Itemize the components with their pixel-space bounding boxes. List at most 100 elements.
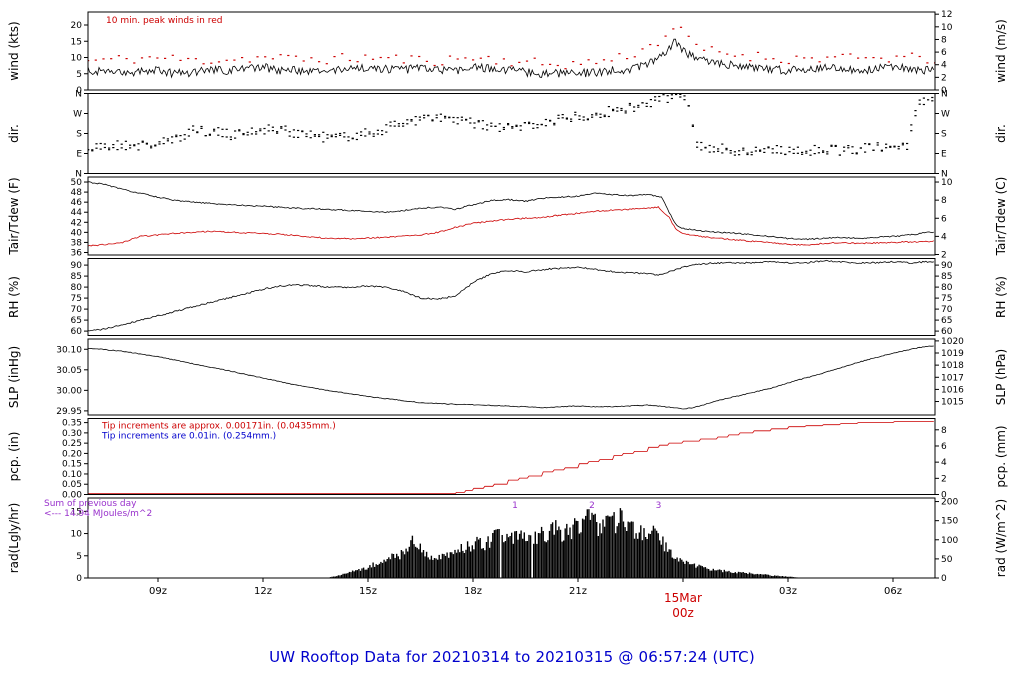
rh-left-axis-label: RH (%) (7, 276, 21, 318)
rad-right-tick-label: 0 (941, 574, 947, 584)
pcp-accum-trace (88, 421, 934, 495)
slp-right-tick-label: 1018 (941, 361, 964, 371)
dir-left-tick-label: N (75, 170, 82, 180)
dir-right-axis-label: dir. (994, 124, 1008, 143)
temp-right-tick-label: 2 (941, 250, 947, 260)
x-tick-label: 06z (884, 586, 902, 597)
x-tick-label: 21z (569, 586, 587, 597)
slp-trace (88, 345, 934, 410)
pcp-left-tick-label: 0.15 (62, 460, 82, 470)
wind-avg-trace (88, 38, 935, 79)
slp-left-axis-label: SLP (inHg) (7, 346, 21, 408)
wind-left-tick-label: 0 (76, 86, 82, 96)
pcp-annotation: Tip increments are 0.01in. (0.254mm.) (101, 432, 276, 442)
rh-frame (87, 258, 936, 336)
slp-left-tick-label: 30.10 (56, 345, 82, 355)
wind-direction-scatter (88, 93, 934, 156)
wind-right-tick-label: 0 (941, 86, 947, 96)
dir-right-tick-label: S (941, 130, 947, 140)
wind-right-tick-label: 2 (941, 73, 947, 83)
pcp-right-tick-label: 8 (941, 426, 947, 436)
x-tick-date-label: 15Mar (664, 591, 702, 605)
rh-left-tick-label: 65 (71, 316, 82, 326)
rad-right-axis-label: rad (W/m^2) (994, 499, 1008, 577)
wind-left-tick-label: 10 (71, 54, 83, 64)
temp-right-tick-label: 10 (941, 178, 953, 188)
dir-left-tick-label: N (75, 90, 82, 100)
rad-right-tick-label: 50 (941, 555, 953, 565)
rad-left-axis-label: rad(Lgly/hr) (7, 503, 21, 574)
wind-annotation: 10 min. peak winds in red (106, 16, 223, 26)
wind-left-axis-label: wind (kts) (7, 21, 21, 80)
temp-right-tick-label: 4 (941, 232, 947, 242)
rh-right-tick-label: 60 (941, 327, 953, 337)
dir-right-tick-label: E (941, 150, 947, 160)
rh-right-tick-label: 65 (941, 316, 952, 326)
temp-left-tick-label: 50 (71, 178, 83, 188)
x-tick-label: 12z (254, 586, 272, 597)
dir-left-tick-label: S (76, 130, 82, 140)
pcp-right-tick-label: 4 (941, 458, 947, 468)
wind-right-axis-label: wind (m/s) (994, 19, 1008, 83)
pcp-left-tick-label: 0.05 (62, 480, 82, 490)
x-tick-label: 09z (149, 586, 167, 597)
temp-right-tick-label: 8 (941, 196, 947, 206)
dir-right-tick-label: N (941, 170, 948, 180)
rad-annotation: 2 (589, 501, 595, 511)
slp-right-tick-label: 1020 (941, 337, 964, 347)
rad-annotation: 1 (512, 501, 518, 511)
pcp-right-tick-label: 0 (941, 491, 947, 501)
pcp-left-tick-label: 0.30 (62, 429, 82, 439)
rad-left-tick-label: 15 (71, 507, 82, 517)
wind-left-tick-label: 5 (76, 70, 82, 80)
tair-trace (88, 181, 934, 241)
tdew-trace (88, 206, 934, 247)
chart-title: UW Rooftop Data for 20210314 to 20210315… (269, 648, 755, 666)
slp-right-tick-label: 1016 (941, 385, 964, 395)
temp-right-tick-label: 6 (941, 214, 947, 224)
dir-right-tick-label: W (941, 110, 950, 120)
wind-frame (87, 11, 936, 91)
pcp-left-tick-label: 0.35 (62, 419, 82, 429)
slp-left-tick-label: 29.95 (56, 407, 82, 417)
rh-left-tick-label: 75 (71, 294, 82, 304)
temp-left-tick-label: 42 (71, 218, 82, 228)
rh-right-tick-label: 75 (941, 294, 952, 304)
x-tick-hour-label: 00z (672, 606, 694, 620)
temp-left-tick-label: 36 (71, 248, 83, 258)
wind-right-tick-label: 10 (941, 23, 953, 33)
wind-left-tick-label: 15 (71, 37, 82, 47)
pcp-left-tick-label: 0.10 (62, 470, 82, 480)
slp-right-axis-label: SLP (hPa) (994, 349, 1008, 405)
temp-left-axis-label: Tair/Tdew (F) (7, 177, 21, 255)
rad-left-tick-label: 5 (76, 552, 82, 562)
x-tick-label: 18z (464, 586, 482, 597)
x-tick-label: 15z (359, 586, 377, 597)
wind-right-tick-label: 12 (941, 10, 952, 20)
temp-left-tick-label: 40 (71, 228, 83, 238)
slp-right-tick-label: 1015 (941, 398, 964, 408)
rad-left-tick-label: 10 (71, 530, 83, 540)
rad-right-tick-label: 200 (941, 498, 958, 508)
wind-left-tick-label: 20 (71, 21, 83, 31)
panel-slp: 29.95 30.00 30.05 30.10 1015 1016 1017 1018 1019… (7, 337, 1008, 417)
dir-right-tick-label: N (941, 90, 948, 100)
panel-wind: 0 5 10 15 20 0 2 4 6 8 10 12 wind (kts) wind (m/s) 10 … (7, 10, 1008, 96)
rad-left-tick-label: 0 (76, 574, 82, 584)
temp-left-tick-label: 48 (71, 188, 83, 198)
pcp-right-tick-label: 6 (941, 442, 947, 452)
rh-right-tick-label: 85 (941, 272, 952, 282)
wind-right-tick-label: 6 (941, 48, 947, 58)
temp-right-axis-label: Tair/Tdew (C) (994, 177, 1008, 257)
temp-left-tick-label: 38 (71, 238, 83, 248)
rh-left-tick-label: 85 (71, 272, 82, 282)
x-tick-label: 03z (779, 586, 797, 597)
dir-frame (87, 93, 936, 174)
slp-right-tick-label: 1019 (941, 349, 964, 359)
